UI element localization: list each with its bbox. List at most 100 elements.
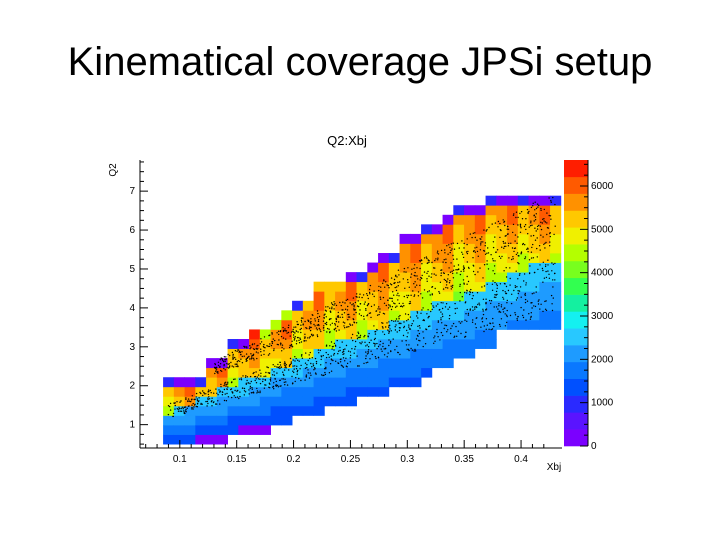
- heatmap-cell: [442, 319, 454, 330]
- heatmap-cell: [270, 339, 282, 349]
- scatter-point: [297, 331, 299, 333]
- heatmap-cell: [249, 415, 261, 426]
- scatter-point: [383, 333, 386, 336]
- scatter-point: [223, 367, 225, 370]
- scatter-point: [365, 308, 367, 310]
- scatter-point: [232, 357, 234, 359]
- scatter-point: [174, 404, 176, 407]
- heatmap-cell: [270, 415, 282, 426]
- scatter-point: [191, 404, 193, 406]
- scatter-point: [422, 345, 424, 348]
- scatter-point: [314, 320, 316, 322]
- scatter-point: [384, 347, 387, 350]
- scatter-point: [417, 335, 419, 337]
- heatmap-cell: [302, 348, 314, 359]
- scatter-point: [240, 353, 242, 356]
- scatter-point: [515, 299, 518, 301]
- scatter-point: [545, 309, 548, 312]
- scatter-point: [406, 336, 408, 338]
- scatter-point: [398, 329, 401, 332]
- scatter-point: [520, 227, 522, 229]
- heatmap-cell: [335, 348, 347, 359]
- scatter-point: [407, 313, 410, 316]
- scatter-point: [473, 265, 475, 267]
- scatter-point: [304, 362, 307, 364]
- scatter-point: [284, 365, 287, 367]
- heatmap-cell: [485, 339, 497, 349]
- scatter-point: [398, 318, 400, 320]
- scatter-point: [224, 369, 226, 371]
- scatter-point: [459, 300, 461, 302]
- scatter-point: [251, 388, 253, 390]
- scatter-point: [282, 329, 285, 332]
- heatmap-cell: [378, 272, 390, 283]
- heatmap-cell: [399, 310, 411, 321]
- color-scale-segment: [564, 345, 588, 363]
- scatter-point: [250, 380, 252, 383]
- scatter-point: [479, 249, 482, 251]
- heatmap-cell: [335, 319, 347, 330]
- scatter-point: [333, 301, 335, 303]
- scatter-point: [450, 262, 452, 264]
- scatter-point: [466, 275, 468, 278]
- scatter-point: [305, 375, 307, 377]
- heatmap-cell: [550, 300, 562, 311]
- scatter-point: [334, 323, 336, 325]
- scatter-point: [451, 248, 453, 250]
- scatter-point: [461, 251, 463, 253]
- scatter-point: [396, 305, 398, 307]
- scatter-point: [417, 330, 419, 332]
- heatmap-cell: [195, 396, 207, 407]
- heatmap-cell: [335, 291, 347, 302]
- heatmap-cell: [485, 329, 497, 340]
- scatter-point: [411, 323, 413, 325]
- scatter-bands: [167, 196, 556, 418]
- scatter-point: [497, 308, 499, 310]
- scatter-point: [471, 321, 474, 323]
- scatter-point: [403, 321, 405, 323]
- scatter-point: [219, 366, 221, 369]
- heatmap-cell: [281, 319, 293, 330]
- scatter-point: [543, 218, 545, 220]
- scatter-point: [371, 293, 374, 295]
- heatmap-cell: [238, 415, 250, 426]
- heatmap-cell: [410, 367, 422, 378]
- scatter-point: [255, 347, 257, 350]
- scatter-point: [388, 331, 391, 333]
- scatter-point: [268, 353, 271, 355]
- scatter-point: [442, 272, 445, 274]
- scatter-point: [315, 362, 318, 365]
- scatter-point: [436, 252, 439, 254]
- scatter-point: [373, 304, 375, 306]
- scatter-point: [378, 313, 380, 316]
- scatter-point: [542, 261, 544, 263]
- scatter-point: [317, 312, 319, 315]
- scatter-point: [514, 314, 517, 316]
- scatter-point: [249, 387, 251, 389]
- scatter-point: [547, 259, 549, 261]
- scatter-point: [292, 365, 294, 367]
- scatter-point: [416, 275, 418, 277]
- scatter-point: [498, 303, 500, 305]
- scatter-point: [221, 357, 223, 360]
- scatter-point: [316, 334, 318, 336]
- scatter-point: [492, 317, 494, 320]
- heatmap-cell: [421, 348, 433, 359]
- scatter-point: [262, 378, 264, 380]
- scatter-point: [533, 215, 535, 217]
- heatmap-cell: [496, 281, 508, 292]
- scatter-point: [234, 350, 237, 352]
- scatter-point: [544, 221, 547, 223]
- scatter-point: [356, 355, 358, 357]
- heatmap-cell: [324, 310, 336, 321]
- heatmap-cell: [378, 386, 390, 397]
- scatter-point: [421, 309, 423, 311]
- scatter-point: [538, 245, 541, 247]
- scatter-point: [406, 348, 408, 350]
- heatmap-cell: [345, 367, 357, 378]
- scatter-point: [426, 313, 428, 315]
- scatter-point: [328, 328, 330, 330]
- heatmap-cell: [163, 396, 175, 407]
- heatmap-cell: [206, 358, 218, 369]
- scatter-point: [255, 378, 257, 380]
